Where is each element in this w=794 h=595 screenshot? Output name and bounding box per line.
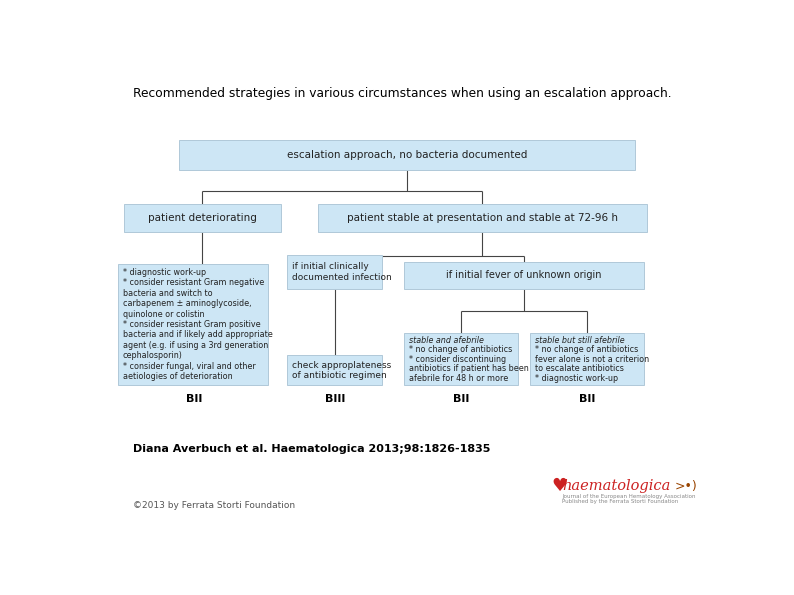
FancyBboxPatch shape bbox=[404, 262, 644, 289]
Text: patient deteriorating: patient deteriorating bbox=[148, 213, 256, 223]
Text: ©2013 by Ferrata Storti Foundation: ©2013 by Ferrata Storti Foundation bbox=[133, 501, 295, 511]
Text: BII: BII bbox=[453, 394, 469, 404]
Text: afebrile for 48 h or more: afebrile for 48 h or more bbox=[409, 374, 508, 383]
Text: * no change of antibiotics: * no change of antibiotics bbox=[409, 345, 512, 354]
Text: BIII: BIII bbox=[325, 394, 345, 404]
Text: * no change of antibiotics: * no change of antibiotics bbox=[535, 345, 638, 354]
Text: check approplateness
of antibiotic regimen: check approplateness of antibiotic regim… bbox=[292, 361, 391, 380]
Text: Journal of the European Hematology Association: Journal of the European Hematology Assoc… bbox=[562, 494, 696, 499]
FancyBboxPatch shape bbox=[318, 204, 647, 231]
Text: * diagnostic work-up
* consider resistant Gram negative
bacteria and switch to
c: * diagnostic work-up * consider resistan… bbox=[122, 268, 272, 381]
FancyBboxPatch shape bbox=[124, 204, 281, 231]
Text: if initial fever of unknown origin: if initial fever of unknown origin bbox=[446, 270, 602, 280]
Text: escalation approach, no bacteria documented: escalation approach, no bacteria documen… bbox=[287, 150, 527, 160]
FancyBboxPatch shape bbox=[179, 140, 634, 170]
Text: BII: BII bbox=[187, 394, 202, 404]
FancyBboxPatch shape bbox=[530, 333, 644, 385]
Text: ♥: ♥ bbox=[552, 477, 568, 495]
Text: Published by the Ferrata Storti Foundation: Published by the Ferrata Storti Foundati… bbox=[562, 499, 678, 503]
Text: patient stable at presentation and stable at 72-96 h: patient stable at presentation and stabl… bbox=[347, 213, 618, 223]
FancyBboxPatch shape bbox=[287, 355, 383, 385]
Text: if initial clinically
documented infection: if initial clinically documented infecti… bbox=[292, 262, 391, 281]
Text: antibiotics if patient has been: antibiotics if patient has been bbox=[409, 365, 529, 374]
FancyBboxPatch shape bbox=[118, 264, 268, 385]
Text: * diagnostic work-up: * diagnostic work-up bbox=[535, 374, 618, 383]
Text: stable but still afebrile: stable but still afebrile bbox=[535, 336, 625, 345]
FancyBboxPatch shape bbox=[404, 333, 518, 385]
Text: >•): >•) bbox=[675, 480, 697, 493]
Text: Diana Averbuch et al. Haematologica 2013;98:1826-1835: Diana Averbuch et al. Haematologica 2013… bbox=[133, 444, 491, 455]
FancyBboxPatch shape bbox=[287, 255, 383, 289]
Text: BII: BII bbox=[579, 394, 596, 404]
Text: Recommended strategies in various circumstances when using an escalation approac: Recommended strategies in various circum… bbox=[133, 87, 672, 101]
Text: to escalate antibiotics: to escalate antibiotics bbox=[535, 365, 624, 374]
Text: haematologica: haematologica bbox=[562, 479, 670, 493]
Text: fever alone is not a criterion: fever alone is not a criterion bbox=[535, 355, 649, 364]
Text: * consider discontinuing: * consider discontinuing bbox=[409, 355, 506, 364]
Text: stable and afebrile: stable and afebrile bbox=[409, 336, 484, 345]
